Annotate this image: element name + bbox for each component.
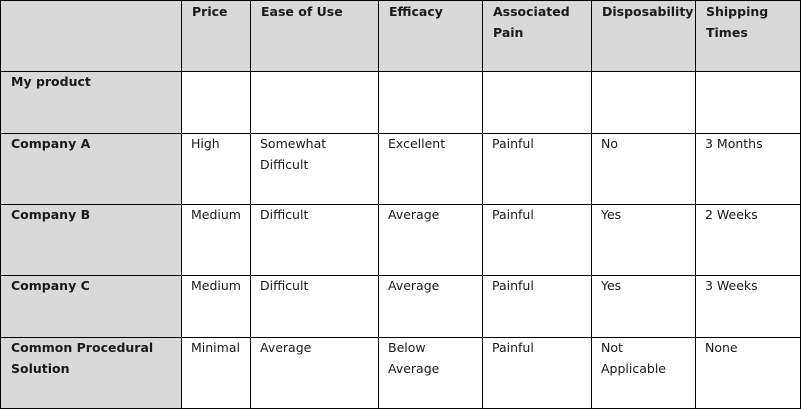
cell-efficacy: Average — [378, 204, 483, 276]
cell-price: Medium — [181, 204, 251, 276]
cell-ease-of-use: Difficult — [250, 275, 379, 338]
row-label: Company A — [0, 133, 182, 205]
cell-shipping-times — [695, 71, 801, 134]
header-associated-pain: Associated Pain — [482, 0, 592, 72]
header-shipping-times: Shipping Times — [695, 0, 801, 72]
cell-shipping-times: 3 Months — [695, 133, 801, 205]
cell-shipping-times: None — [695, 337, 801, 409]
cell-shipping-times: 3 Weeks — [695, 275, 801, 338]
table-row: Common Procedural Solution Minimal Avera… — [0, 337, 801, 409]
cell-ease-of-use — [250, 71, 379, 134]
row-label: Company C — [0, 275, 182, 338]
cell-associated-pain: Painful — [482, 337, 592, 409]
cell-disposability: Yes — [591, 275, 696, 338]
cell-price: High — [181, 133, 251, 205]
cell-associated-pain: Painful — [482, 275, 592, 338]
cell-disposability: Not Applicable — [591, 337, 696, 409]
header-row: Price Ease of Use Efficacy Associated Pa… — [0, 0, 801, 72]
row-label: Company B — [0, 204, 182, 276]
table-row: My product — [0, 71, 801, 134]
cell-disposability: No — [591, 133, 696, 205]
header-price: Price — [181, 0, 251, 72]
header-ease-of-use: Ease of Use — [250, 0, 379, 72]
cell-price: Medium — [181, 275, 251, 338]
header-efficacy: Efficacy — [378, 0, 483, 72]
cell-associated-pain: Painful — [482, 204, 592, 276]
cell-shipping-times: 2 Weeks — [695, 204, 801, 276]
cell-efficacy: Average — [378, 275, 483, 338]
header-corner-cell — [0, 0, 182, 72]
cell-efficacy — [378, 71, 483, 134]
cell-efficacy: Below Average — [378, 337, 483, 409]
cell-disposability: Yes — [591, 204, 696, 276]
cell-associated-pain — [482, 71, 592, 134]
table-row: Company B Medium Difficult Average Painf… — [0, 204, 801, 276]
row-label: Common Procedural Solution — [0, 337, 182, 409]
cell-price — [181, 71, 251, 134]
table-row: Company C Medium Difficult Average Painf… — [0, 275, 801, 338]
cell-disposability — [591, 71, 696, 134]
header-disposability: Disposability — [591, 0, 696, 72]
row-label: My product — [0, 71, 182, 134]
cell-efficacy: Excellent — [378, 133, 483, 205]
table-row: Company A High Somewhat Difficult Excell… — [0, 133, 801, 205]
cell-ease-of-use: Somewhat Difficult — [250, 133, 379, 205]
cell-ease-of-use: Average — [250, 337, 379, 409]
cell-ease-of-use: Difficult — [250, 204, 379, 276]
cell-price: Minimal — [181, 337, 251, 409]
cell-associated-pain: Painful — [482, 133, 592, 205]
